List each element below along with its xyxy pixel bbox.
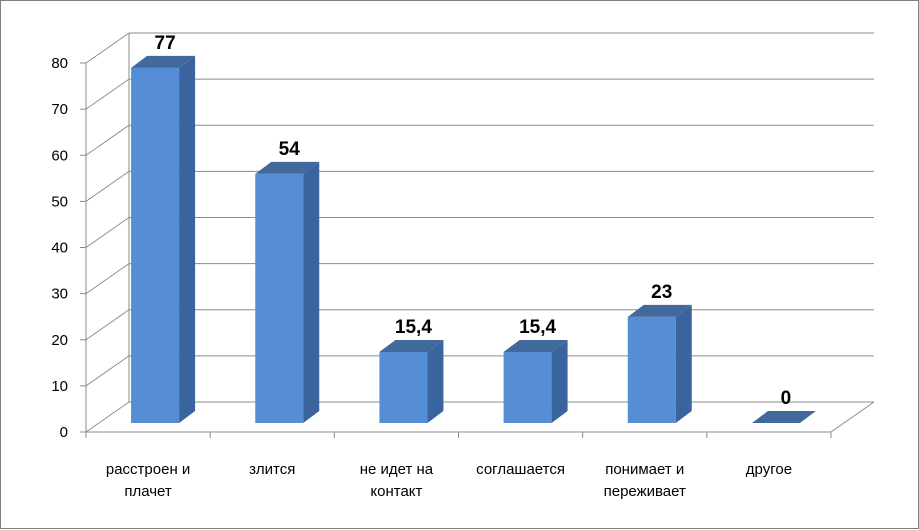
bar-front	[379, 351, 428, 423]
x-tick-label: соглашается	[476, 461, 565, 478]
y-tick-label: 10	[51, 378, 68, 395]
bar-side	[303, 161, 320, 424]
gridline-side-20	[85, 309, 130, 341]
bar	[379, 339, 444, 423]
x-tick-label-line: переживает	[604, 483, 686, 500]
x-axis-ticks: расстроен и плачет злится не идет на контакт…	[85, 432, 832, 500]
data-labels: 77 54 15,4 15,4 23 0	[155, 33, 792, 409]
gridline-side-30	[85, 263, 130, 295]
gridline-side-70	[85, 78, 130, 110]
gridlines	[85, 32, 874, 433]
y-tick-label: 60	[51, 147, 68, 164]
bar-top	[255, 161, 320, 174]
y-tick-label: 30	[51, 286, 68, 303]
gridline-side-0	[85, 401, 130, 433]
gridline-side-10	[85, 355, 130, 387]
bar	[255, 161, 320, 424]
x-tick-label: понимает и переживает	[604, 461, 686, 500]
bar-top	[751, 411, 816, 423]
data-label: 0	[781, 388, 792, 409]
gridline-side-40	[85, 217, 130, 248]
x-tick-label-line: другое	[746, 461, 792, 478]
bar-top	[131, 55, 196, 68]
y-axis-ticks: 0 10 20 30 40 50 60 70 80	[51, 55, 86, 441]
y-tick-label: 40	[51, 240, 68, 257]
y-tick-label: 50	[51, 193, 68, 210]
data-label: 54	[279, 139, 301, 160]
y-tick-label: 80	[51, 55, 68, 72]
bar-side	[179, 55, 196, 424]
x-tick-label-line: злится	[249, 461, 295, 478]
data-label: 77	[155, 33, 176, 54]
x-tick-label-line: расстроен и	[106, 461, 190, 478]
bar-front	[627, 316, 676, 423]
x-tick-label-line: соглашается	[476, 461, 565, 478]
bar-front	[503, 351, 552, 423]
bar-side	[427, 339, 444, 423]
bar	[751, 411, 816, 423]
x-tick-label-line: контакт	[370, 483, 422, 500]
bar-top	[379, 339, 444, 352]
data-label: 23	[651, 282, 672, 303]
gridline-side-60	[85, 124, 130, 156]
bar-top	[503, 339, 568, 352]
floor-right-edge	[830, 401, 875, 433]
x-tick-label-line: плачет	[124, 483, 172, 500]
bars	[131, 55, 816, 424]
gridline-side-80	[85, 32, 130, 64]
bar-side	[551, 339, 568, 423]
bar	[627, 304, 692, 423]
y-tick-label: 0	[60, 424, 68, 441]
bar-top	[627, 304, 692, 317]
x-tick-label: злится	[249, 461, 295, 478]
x-tick-label-line: понимает и	[605, 461, 684, 478]
data-label: 15,4	[395, 317, 432, 338]
bar-front	[131, 67, 180, 424]
bar	[503, 339, 568, 423]
x-tick-label: расстроен и плачет	[106, 461, 190, 500]
gridline-side-50	[85, 170, 130, 202]
bar-side	[675, 304, 692, 423]
chart-walls	[85, 33, 875, 433]
bar	[131, 55, 196, 424]
y-tick-label: 70	[51, 101, 68, 118]
x-tick-label: другое	[746, 461, 792, 478]
x-tick-label-line: не идет на	[360, 461, 434, 478]
x-tick-label: не идет на контакт	[360, 461, 434, 500]
bar-front	[255, 173, 304, 423]
y-tick-label: 20	[51, 332, 68, 349]
data-label: 15,4	[519, 317, 556, 338]
